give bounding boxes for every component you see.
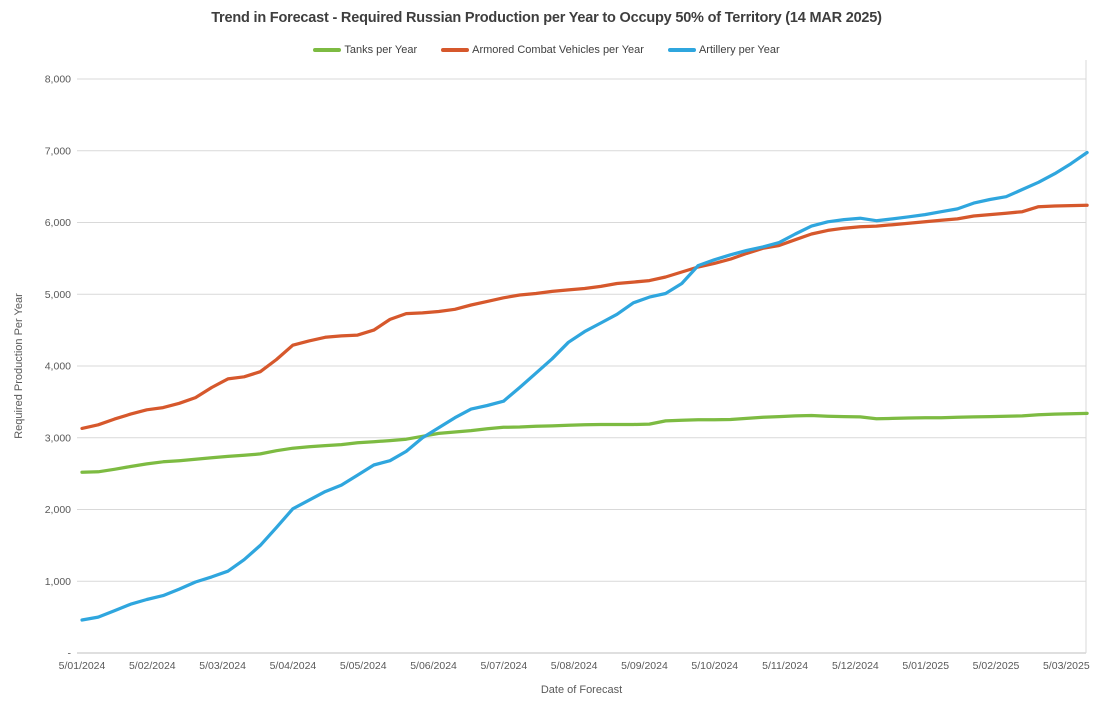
y-axis-title: Required Production Per Year [13, 293, 25, 439]
legend-label-armored-combat-vehicles: Armored Combat Vehicles per Year [472, 44, 644, 56]
y-tick-label: 6,000 [45, 217, 71, 229]
x-tick-label: 5/01/2024 [59, 660, 106, 672]
y-tick-label: 5,000 [45, 289, 71, 301]
x-tick-label: 5/10/2024 [691, 660, 738, 672]
legend-swatch-artillery [667, 48, 696, 52]
y-tick-label: 2,000 [45, 504, 71, 516]
y-tick-label: - [68, 648, 72, 660]
legend-label-tanks: Tanks per Year [344, 44, 418, 56]
legend-item-armored-combat-vehicles: Armored Combat Vehicles per Year [441, 44, 644, 56]
chart-title: Trend in Forecast - Required Russian Pro… [211, 10, 882, 26]
x-tick-label: 5/03/2025 [1043, 660, 1090, 672]
y-tick-label: 4,000 [45, 361, 71, 373]
series-line-tanks-per-year [80, 411, 1089, 474]
legend-item-artillery: Artillery per Year [667, 44, 780, 56]
x-tick-label: 5/02/2025 [973, 660, 1020, 672]
x-axis-title: Date of Forecast [541, 684, 622, 696]
x-tick-label: 5/06/2024 [410, 660, 457, 672]
y-tick-label: 3,000 [45, 432, 71, 444]
series-line-artillery-per-year [80, 150, 1089, 622]
y-tick-label: 7,000 [45, 145, 71, 157]
x-tick-label: 5/02/2024 [129, 660, 176, 672]
x-tick-label: 5/07/2024 [481, 660, 528, 672]
x-tick-label: 5/04/2024 [270, 660, 317, 672]
legend-label-artillery: Artillery per Year [698, 44, 780, 56]
y-tick-label: 1,000 [45, 576, 71, 588]
x-tick-label: 5/09/2024 [621, 660, 668, 672]
legend-swatch-tanks [313, 48, 342, 52]
x-tick-label: 5/01/2025 [902, 660, 949, 672]
series-line-armored-combat-vehicles-per-year [80, 203, 1089, 431]
y-tick-label: 8,000 [45, 74, 71, 86]
legend-item-tanks: Tanks per Year [313, 44, 417, 56]
x-tick-label: 5/12/2024 [832, 660, 879, 672]
x-tick-label: 5/05/2024 [340, 660, 387, 672]
x-tick-label: 5/11/2024 [762, 660, 808, 672]
x-tick-label: 5/08/2024 [551, 660, 598, 672]
legend-swatch-armored-combat-vehicles [441, 48, 470, 52]
x-tick-label: 5/03/2024 [199, 660, 246, 672]
legend: Tanks per Year Armored Combat Vehicles p… [0, 44, 1093, 56]
